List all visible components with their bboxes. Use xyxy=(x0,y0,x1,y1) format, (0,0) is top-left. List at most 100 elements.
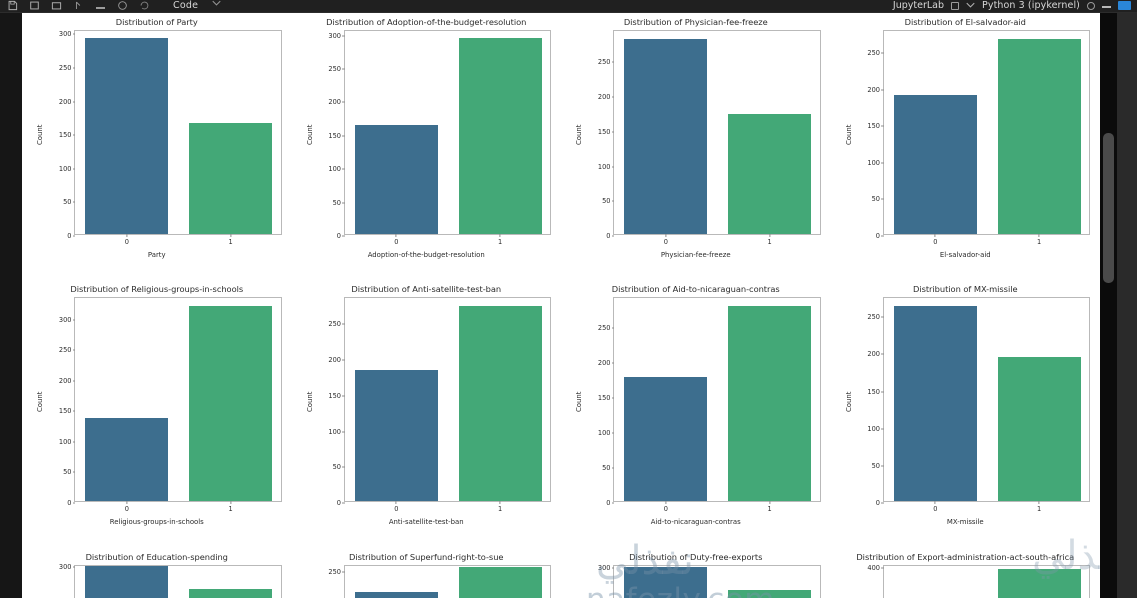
cell-type-label[interactable]: Code xyxy=(173,0,199,11)
vertical-scrollbar[interactable] xyxy=(1100,13,1117,598)
y-tick-label: 300 xyxy=(328,32,344,40)
y-tick-label: 150 xyxy=(328,392,344,400)
y-tick-label: 50 xyxy=(602,464,614,472)
y-tick-label: 0 xyxy=(606,232,614,240)
cut-cell-icon[interactable] xyxy=(50,0,63,12)
bar-series xyxy=(75,31,281,234)
toolbar-right-group: JupyterLab Python 3 (ipykernel) xyxy=(893,1,1131,12)
y-tick-label: 400 xyxy=(867,564,883,572)
chart-plot-area: 0 50 100 150 200 250 0 1 xyxy=(598,297,821,513)
y-tick-label: 100 xyxy=(59,165,75,173)
x-tick-label: 1 xyxy=(229,234,233,246)
x-axis-label: Religious-groups-in-schools xyxy=(109,518,204,526)
y-tick-label: 200 xyxy=(598,93,614,101)
chart-cell-mx-missile: Distribution of MX-missile 0 50 100 150 200 25… xyxy=(831,280,1101,547)
bar-series xyxy=(884,31,1090,234)
chevron-down-icon[interactable] xyxy=(212,0,221,12)
bar-series xyxy=(614,566,820,598)
paste-cell-icon[interactable] xyxy=(94,0,107,12)
chart-plot-area: 0 50 100 150 200 250 0 1 xyxy=(328,297,551,513)
x-tick-label: 1 xyxy=(498,501,502,513)
bar-1 xyxy=(189,588,273,598)
x-axis-label: El-salvador-aid xyxy=(939,251,991,259)
scrollbar-thumb[interactable] xyxy=(1103,133,1114,283)
y-tick-label: 250 xyxy=(867,313,883,321)
chart-cell-adoption-of-the-budget-resolution: Distribution of Adoption-of-the-budget-r… xyxy=(292,13,562,280)
bar-series xyxy=(345,298,551,501)
x-tick-label: 1 xyxy=(498,234,502,246)
bar-0 xyxy=(893,94,977,234)
chart-title: Distribution of Education-spending xyxy=(85,552,228,562)
x-tick-label: 0 xyxy=(125,234,129,246)
notebook-left-gutter xyxy=(0,13,22,598)
bar-0 xyxy=(85,566,169,598)
chart-cell-export-administration-act-south-africa: Distribution of Export-administration-ac… xyxy=(831,547,1101,598)
bar-0 xyxy=(85,37,169,234)
chart-title: Distribution of Anti-satellite-test-ban xyxy=(351,284,502,294)
chart-title: Distribution of Party xyxy=(115,17,198,27)
kernel-status-square-icon[interactable] xyxy=(951,2,960,10)
chart-cell-superfund-right-to-sue: Distribution of Superfund-right-to-sue 25… xyxy=(292,547,562,598)
y-tick-label: 200 xyxy=(59,98,75,106)
kernel-idle-icon[interactable] xyxy=(1087,2,1095,10)
chart-plot-area: 0 50 100 150 200 250 300 0 1 xyxy=(59,30,282,246)
bar-1 xyxy=(728,305,812,501)
y-tick-label: 50 xyxy=(333,463,345,471)
add-cell-icon[interactable] xyxy=(28,0,41,12)
copy-cell-icon[interactable] xyxy=(72,0,85,12)
paste-glyph xyxy=(96,7,105,9)
y-tick-label: 50 xyxy=(872,462,884,470)
x-tick-label: 1 xyxy=(1037,234,1041,246)
bar-1 xyxy=(458,38,542,234)
chart-cell-aid-to-nicaraguan-contras: Distribution of Aid-to-nicaraguan-contra… xyxy=(561,280,831,547)
bar-1 xyxy=(997,356,1081,501)
y-tick-label: 150 xyxy=(59,407,75,415)
y-tick-label: 150 xyxy=(328,132,344,140)
y-tick-label: 150 xyxy=(867,122,883,130)
y-axis-label: Count xyxy=(305,124,314,145)
y-axis-label: Count xyxy=(575,124,583,145)
bar-1 xyxy=(189,123,273,234)
notebook-output-area: Distribution of Party 0 50 100 150 200 250 300 0… xyxy=(22,13,1100,598)
chart-plot-area: 0 50 100 150 200 250 0 1 xyxy=(867,297,1090,513)
chart-title: Distribution of Duty-free-exports xyxy=(629,552,763,562)
x-tick-label: 0 xyxy=(125,501,129,513)
x-tick-label: 0 xyxy=(664,234,668,246)
bar-1 xyxy=(189,305,273,501)
x-tick-label: 1 xyxy=(1037,501,1041,513)
y-tick-label: 200 xyxy=(867,350,883,358)
bar-series xyxy=(345,566,551,598)
chart-cell-duty-free-exports: Distribution of Duty-free-exports 300 xyxy=(561,547,831,598)
kernel-name-label[interactable]: Python 3 (ipykernel) xyxy=(982,0,1080,11)
x-tick-label: 1 xyxy=(229,501,233,513)
y-axis-label: Count xyxy=(575,391,583,412)
y-tick-label: 300 xyxy=(598,564,614,572)
x-axis-label: Anti-satellite-test-ban xyxy=(388,518,464,526)
x-tick-label: 1 xyxy=(768,501,772,513)
y-tick-label: 250 xyxy=(328,568,344,576)
bar-1 xyxy=(458,306,542,501)
bar-1 xyxy=(728,590,812,598)
y-axis-label: Count xyxy=(36,391,44,412)
save-icon[interactable] xyxy=(6,0,19,12)
chart-cell-physician-fee-freeze: Distribution of Physician-fee-freeze 0 50 1… xyxy=(561,13,831,280)
chart-cell-religious-groups-in-schools: Distribution of Religious-groups-in-scho… xyxy=(22,280,292,547)
bar-0 xyxy=(624,566,708,598)
y-tick-label: 100 xyxy=(867,159,883,167)
y-axis-label: Count xyxy=(36,124,44,145)
x-axis-label: Adoption-of-the-budget-resolution xyxy=(367,251,485,259)
y-tick-label: 0 xyxy=(337,232,345,240)
y-tick-label: 0 xyxy=(67,232,75,240)
chevron-down-icon[interactable] xyxy=(966,1,975,11)
y-tick-label: 200 xyxy=(328,356,344,364)
x-axis-label: MX-missile xyxy=(946,518,984,526)
chart-title: Distribution of MX-missile xyxy=(912,284,1018,294)
run-cell-icon[interactable] xyxy=(116,0,129,12)
y-tick-label: 100 xyxy=(867,425,883,433)
y-tick-label: 50 xyxy=(333,199,345,207)
logo-icon xyxy=(1118,1,1131,10)
restart-kernel-icon[interactable] xyxy=(138,0,151,12)
y-tick-label: 50 xyxy=(63,198,75,206)
minimize-icon[interactable] xyxy=(1102,6,1111,8)
